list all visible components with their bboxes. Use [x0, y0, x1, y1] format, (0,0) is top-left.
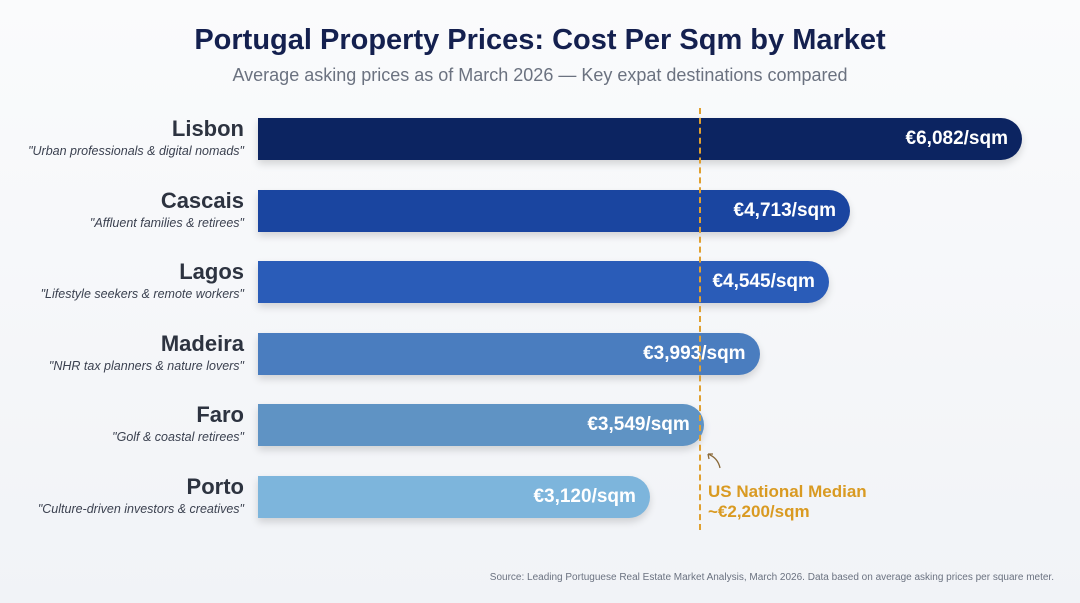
- median-label-title: US National Median: [708, 482, 867, 501]
- value-label: €3,993/sqm: [643, 342, 746, 364]
- category-label: Lisbon: [171, 116, 244, 141]
- curved-arrow-icon: [707, 453, 721, 469]
- bar: €3,549/sqm: [258, 404, 704, 447]
- value-label: €6,082/sqm: [905, 128, 1008, 149]
- category-label: Porto: [186, 474, 244, 499]
- chart-title: Portugal Property Prices: Cost Per Sqm b…: [194, 24, 886, 56]
- bar-row: Lagos "Lifestyle seekers & remote worker…: [0, 259, 1080, 304]
- median-label: US National Median ~€2,200/sqm: [708, 482, 867, 522]
- value-label: €3,120/sqm: [533, 486, 636, 507]
- category-description: "Golf & coastal retirees": [112, 430, 244, 445]
- bar-row: Faro "Golf & coastal retirees" €3,549/sq…: [0, 402, 1080, 447]
- category-label: Madeira: [160, 330, 244, 356]
- median-label-value: ~€2,200/sqm: [708, 502, 810, 521]
- bar-row: Madeira "NHR tax planners & nature lover…: [0, 330, 1080, 375]
- category-label: Cascais: [160, 187, 244, 213]
- bar-row: Lisbon "Urban professionals & digital no…: [0, 116, 1080, 160]
- bar: €4,545/sqm: [258, 261, 829, 304]
- bar: €3,120/sqm: [258, 476, 650, 518]
- bar-row: Porto "Culture-driven investors & creati…: [0, 474, 1080, 518]
- source-note: Source: Leading Portuguese Real Estate M…: [489, 572, 1054, 583]
- category-description: "NHR tax planners & nature lovers": [48, 358, 244, 373]
- category-description: "Culture-driven investors & creatives": [37, 502, 244, 516]
- median-reference-line: [699, 108, 701, 530]
- category-description: "Urban professionals & digital nomads": [28, 144, 244, 158]
- category-description: "Affluent families & retirees": [89, 215, 244, 230]
- value-label: €3,549/sqm: [587, 414, 690, 436]
- value-label: €4,545/sqm: [712, 271, 815, 293]
- bar-row: Cascais "Affluent families & retirees" €…: [0, 187, 1080, 232]
- category-description: "Lifestyle seekers & remote workers": [40, 287, 244, 302]
- bar: €4,713/sqm: [258, 189, 851, 232]
- chart-subtitle: Average asking prices as of March 2026 —…: [232, 65, 848, 85]
- category-label: Lagos: [179, 259, 244, 285]
- category-label: Faro: [196, 402, 244, 428]
- value-label: €4,713/sqm: [733, 199, 837, 221]
- bar: €3,993/sqm: [258, 332, 760, 375]
- bar: €6,082/sqm: [258, 118, 1022, 160]
